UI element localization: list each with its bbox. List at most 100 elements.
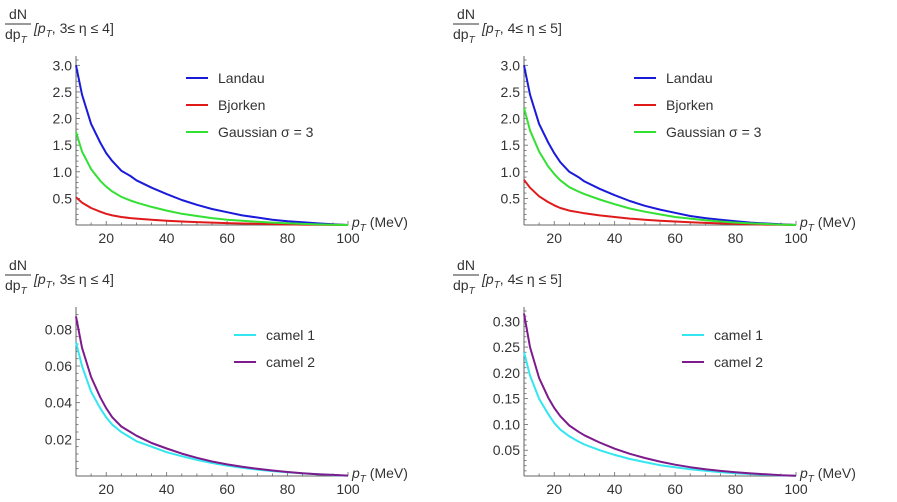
y-label-bracket-sub: T xyxy=(46,280,53,291)
x-tick-label: 100 xyxy=(336,230,360,246)
y-tick-label: 1.5 xyxy=(501,137,521,153)
y-tick-label: 0.08 xyxy=(45,321,72,337)
legend-label: Bjorken xyxy=(218,97,265,113)
series-line-1 xyxy=(523,65,797,226)
y-label-range: , 3≤ η ≤ 4] xyxy=(52,20,114,36)
x-label-p: p xyxy=(799,214,808,230)
x-axis-label: pT (MeV) xyxy=(799,214,856,234)
y-label-bracket: [pT, 4≤ η ≤ 5] xyxy=(481,20,562,40)
y-tick-label: 0.25 xyxy=(493,339,520,355)
legend-label: camel 1 xyxy=(266,327,315,343)
y-tick-label: 0.02 xyxy=(45,431,72,447)
legend-label: Gaussian σ = 3 xyxy=(666,124,762,140)
y-label-denominator: dpT xyxy=(453,26,476,46)
y-label-bracket-p: [p xyxy=(33,20,46,36)
x-tick-label: 20 xyxy=(98,230,114,246)
y-tick-label: 0.04 xyxy=(45,395,72,411)
y-tick-label: 0.15 xyxy=(493,391,520,407)
y-tick-label: 0.06 xyxy=(45,358,72,374)
y-label-numerator: dN xyxy=(9,6,27,22)
x-tick-label: 60 xyxy=(219,481,235,497)
x-tick-label: 40 xyxy=(607,481,623,497)
x-tick-label: 40 xyxy=(159,481,175,497)
x-tick-label: 60 xyxy=(667,481,683,497)
y-label-bracket-p: [p xyxy=(481,271,494,287)
x-label-unit: (MeV) xyxy=(366,214,408,230)
y-label-numerator: dN xyxy=(457,257,475,273)
x-tick-label: 60 xyxy=(667,230,683,246)
legend: Landau Bjorken Gaussian σ = 3 xyxy=(186,70,314,140)
y-label-bracket-p: [p xyxy=(481,20,494,36)
series-line-2 xyxy=(75,316,349,477)
x-tick-label: 100 xyxy=(784,481,808,497)
legend-label: Bjorken xyxy=(666,97,713,113)
x-tick-label: 80 xyxy=(728,481,744,497)
x-tick-label: 100 xyxy=(784,230,808,246)
y-label-bracket-p: [p xyxy=(33,271,46,287)
x-tick-label: 40 xyxy=(159,230,175,246)
y-tick-label: 1.5 xyxy=(53,137,73,153)
y-label-bracket: [pT, 3≤ η ≤ 4] xyxy=(33,20,114,40)
series-line-2 xyxy=(75,196,349,226)
legend: Landau Bjorken Gaussian σ = 3 xyxy=(634,70,762,140)
y-label-bracket: [pT, 3≤ η ≤ 4] xyxy=(33,271,114,291)
x-axis-label: pT (MeV) xyxy=(799,465,856,485)
y-label-denominator-text: dp xyxy=(453,277,469,293)
y-label-denominator-text: dp xyxy=(5,277,21,293)
y-label-denominator-sub: T xyxy=(469,286,476,297)
y-label-denominator: dpT xyxy=(5,26,28,46)
x-label-p: p xyxy=(799,465,808,481)
y-label-bracket-sub: T xyxy=(494,280,501,291)
legend: camel 1 camel 2 xyxy=(682,327,763,370)
y-tick-label: 2.0 xyxy=(53,111,73,127)
x-axis-label: pT (MeV) xyxy=(351,214,408,234)
legend-label: Gaussian σ = 3 xyxy=(218,124,314,140)
y-label-bracket-sub: T xyxy=(494,29,501,40)
x-label-sub: T xyxy=(360,474,367,485)
y-label-numerator: dN xyxy=(9,257,27,273)
y-label-denominator: dpT xyxy=(453,277,476,297)
series-line-2 xyxy=(523,179,797,226)
y-label-bracket-sub: T xyxy=(46,29,53,40)
x-tick-label: 20 xyxy=(546,230,562,246)
x-tick-label: 40 xyxy=(607,230,623,246)
legend-label: camel 2 xyxy=(266,354,315,370)
series-line-3 xyxy=(523,107,797,226)
y-label-range: , 3≤ η ≤ 4] xyxy=(52,271,114,287)
y-tick-label: 3.0 xyxy=(53,57,73,73)
y-label-denominator-sub: T xyxy=(21,35,28,46)
x-tick-label: 80 xyxy=(280,230,296,246)
series-line-2 xyxy=(523,313,797,477)
y-tick-label: 1.0 xyxy=(501,164,521,180)
x-tick-label: 20 xyxy=(98,481,114,497)
y-label-denominator-text: dp xyxy=(453,26,469,42)
y-label-denominator-text: dp xyxy=(5,26,21,42)
x-label-unit: (MeV) xyxy=(814,465,856,481)
y-tick-label: 0.20 xyxy=(493,365,520,381)
x-label-unit: (MeV) xyxy=(814,214,856,230)
legend-label: camel 1 xyxy=(714,327,763,343)
y-tick-label: 0.05 xyxy=(493,442,520,458)
y-label-denominator: dpT xyxy=(5,277,28,297)
legend-label: Landau xyxy=(666,70,713,86)
y-label-numerator: dN xyxy=(457,6,475,22)
x-tick-label: 80 xyxy=(728,230,744,246)
x-label-p: p xyxy=(351,465,360,481)
y-label-range: , 4≤ η ≤ 5] xyxy=(500,20,562,36)
y-tick-label: 3.0 xyxy=(501,57,521,73)
y-tick-label: 0.10 xyxy=(493,416,520,432)
y-label-denominator-sub: T xyxy=(21,286,28,297)
x-label-sub: T xyxy=(808,474,815,485)
legend-label: camel 2 xyxy=(714,354,763,370)
x-tick-label: 20 xyxy=(546,481,562,497)
y-tick-label: 0.30 xyxy=(493,313,520,329)
y-tick-label: 2.0 xyxy=(501,111,521,127)
